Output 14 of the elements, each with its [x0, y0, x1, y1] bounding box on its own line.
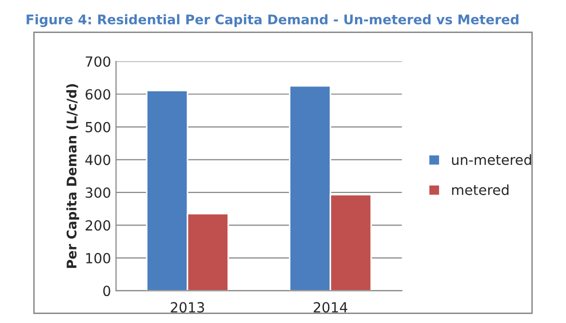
y-axis-title: Per Capita Deman (L/c/d)	[66, 84, 80, 268]
x-tick-label: 2014	[314, 302, 348, 313]
x-tick-label: 2013	[170, 302, 204, 313]
y-tick-label: 0	[103, 286, 110, 296]
y-tick-label: 500	[86, 122, 110, 132]
y-tick-label: 700	[86, 56, 110, 67]
legend-label: un-metered	[452, 154, 532, 166]
y-tick-label: 100	[86, 252, 110, 264]
y-tick-label: 600	[86, 89, 110, 100]
y-tick-label: 200	[86, 220, 110, 231]
legend-label: metered	[452, 184, 508, 196]
y-tick-label: 300	[86, 187, 110, 198]
y-tick-label: 400	[85, 154, 110, 166]
chart-title: Figure 4: Residential Per Capita Demand - Un-metered vs Metered	[26, 14, 518, 28]
